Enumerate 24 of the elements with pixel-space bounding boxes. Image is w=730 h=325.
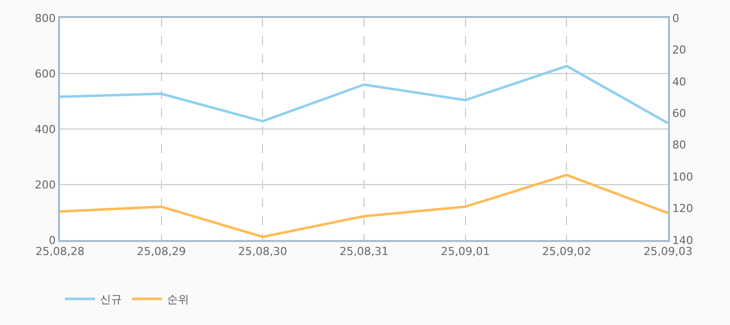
y-tick-label: 200	[34, 178, 56, 192]
y2-tick-label: 120	[672, 202, 694, 216]
y-tick-label: 0	[48, 234, 56, 247]
legend-label: 신규	[100, 293, 122, 306]
x-tick-label: 25,08,29	[136, 245, 186, 258]
x-tick-label: 25,08,30	[238, 245, 288, 258]
y-tick-label: 600	[34, 67, 56, 80]
y-tick-label: 800	[34, 12, 56, 25]
x-tick-label: 25,09,01	[440, 245, 490, 258]
y2-tick-label: 60	[672, 106, 686, 120]
x-tick-label: 25,09,03	[644, 245, 692, 258]
x-tick-label: 25,08,31	[340, 245, 388, 258]
y2-tick-label: 140	[672, 234, 694, 247]
x-tick-label: 25,08,28	[36, 245, 84, 258]
x-tick-label: 25,09,02	[542, 245, 592, 258]
y2-tick-label: 100	[672, 170, 694, 184]
line-series	[60, 174, 668, 238]
line-series	[60, 64, 668, 124]
y2-tick-label: 40	[672, 75, 686, 88]
y2-tick-label: 0	[672, 12, 680, 25]
legend-label: 순위	[167, 293, 189, 306]
y2-tick-label: 80	[672, 138, 686, 152]
y2-tick-label: 20	[672, 44, 686, 57]
y-tick-label: 400	[34, 122, 56, 136]
